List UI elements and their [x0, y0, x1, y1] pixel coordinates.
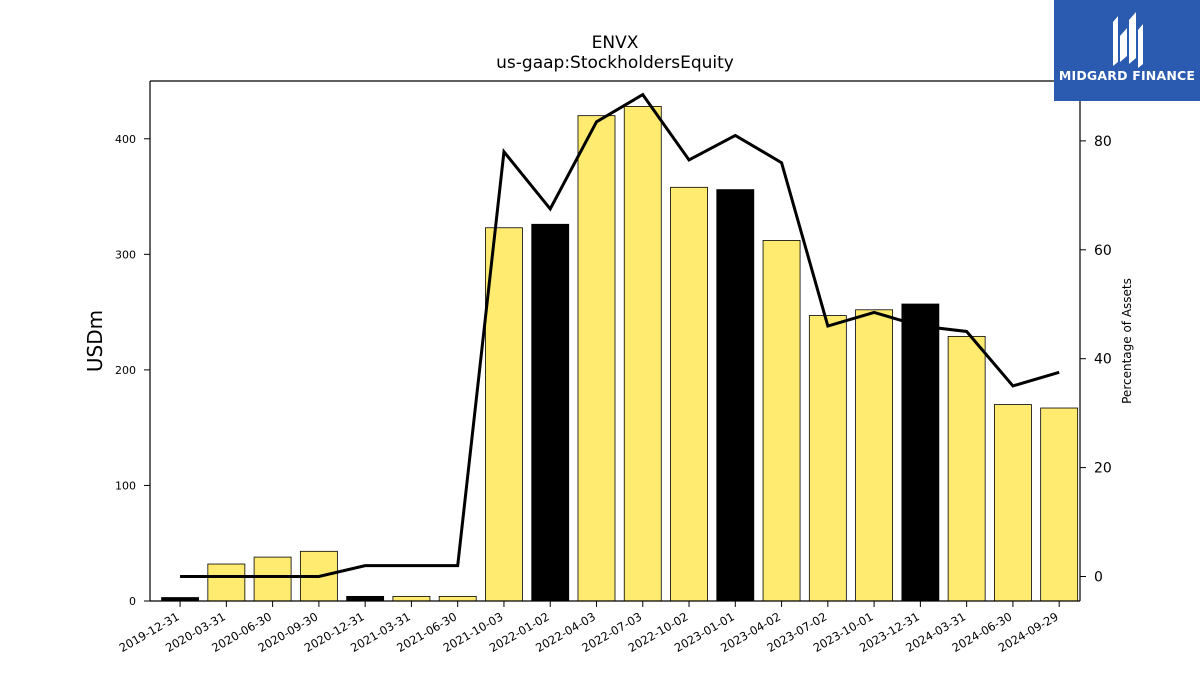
bar-2023-04-02 [762, 240, 801, 602]
y2-tick-label: 20 [1094, 461, 1112, 477]
bar-2023-10-01 [855, 309, 894, 602]
bar-2020-12-31 [346, 595, 385, 602]
bar-2020-06-30 [253, 556, 292, 602]
bar-2021-06-30 [438, 595, 477, 602]
percentage-line [180, 92, 1060, 578]
y2-tick-label: 0 [1094, 569, 1103, 585]
y2-tick-label: 40 [1094, 352, 1112, 368]
bar-2023-01-01 [716, 189, 755, 602]
bar-2023-12-31 [901, 303, 940, 602]
bar-2024-06-30 [994, 404, 1032, 602]
y-tick-label: 300 [115, 248, 136, 261]
line-group [180, 92, 1060, 578]
chart-title: ENVX [592, 33, 639, 53]
y-tick-label: 200 [115, 364, 136, 377]
bar-2022-07-03 [623, 106, 662, 602]
y2-tick-label: 80 [1094, 134, 1112, 150]
bar-2020-03-31 [207, 563, 246, 602]
y2-axis-label: Percentage of Assets [1120, 278, 1134, 404]
midgard-finance-logo-icon [1113, 12, 1143, 68]
y2-tick-label: 60 [1094, 243, 1112, 259]
y-tick-label: 100 [115, 479, 136, 492]
bar-2021-10-03 [485, 227, 523, 602]
chart-subtitle: us-gaap:StockholdersEquity [496, 53, 734, 73]
y-axis-label: USDm [83, 310, 107, 372]
bar-2022-10-02 [670, 186, 708, 602]
bar-2022-01-02 [531, 223, 570, 602]
bar-2023-07-02 [808, 315, 847, 602]
bar-2024-09-29 [1040, 407, 1079, 602]
y-tick-label: 0 [129, 595, 136, 608]
bar-2022-04-03 [577, 115, 616, 602]
bar-2024-03-31 [947, 335, 986, 602]
logo: MIDGARD FINANCE [1054, 0, 1200, 101]
y-tick-label: 400 [115, 133, 136, 146]
logo-text: MIDGARD FINANCE [1058, 68, 1196, 83]
bars-group [161, 106, 1079, 602]
bar-2021-03-31 [392, 595, 431, 602]
